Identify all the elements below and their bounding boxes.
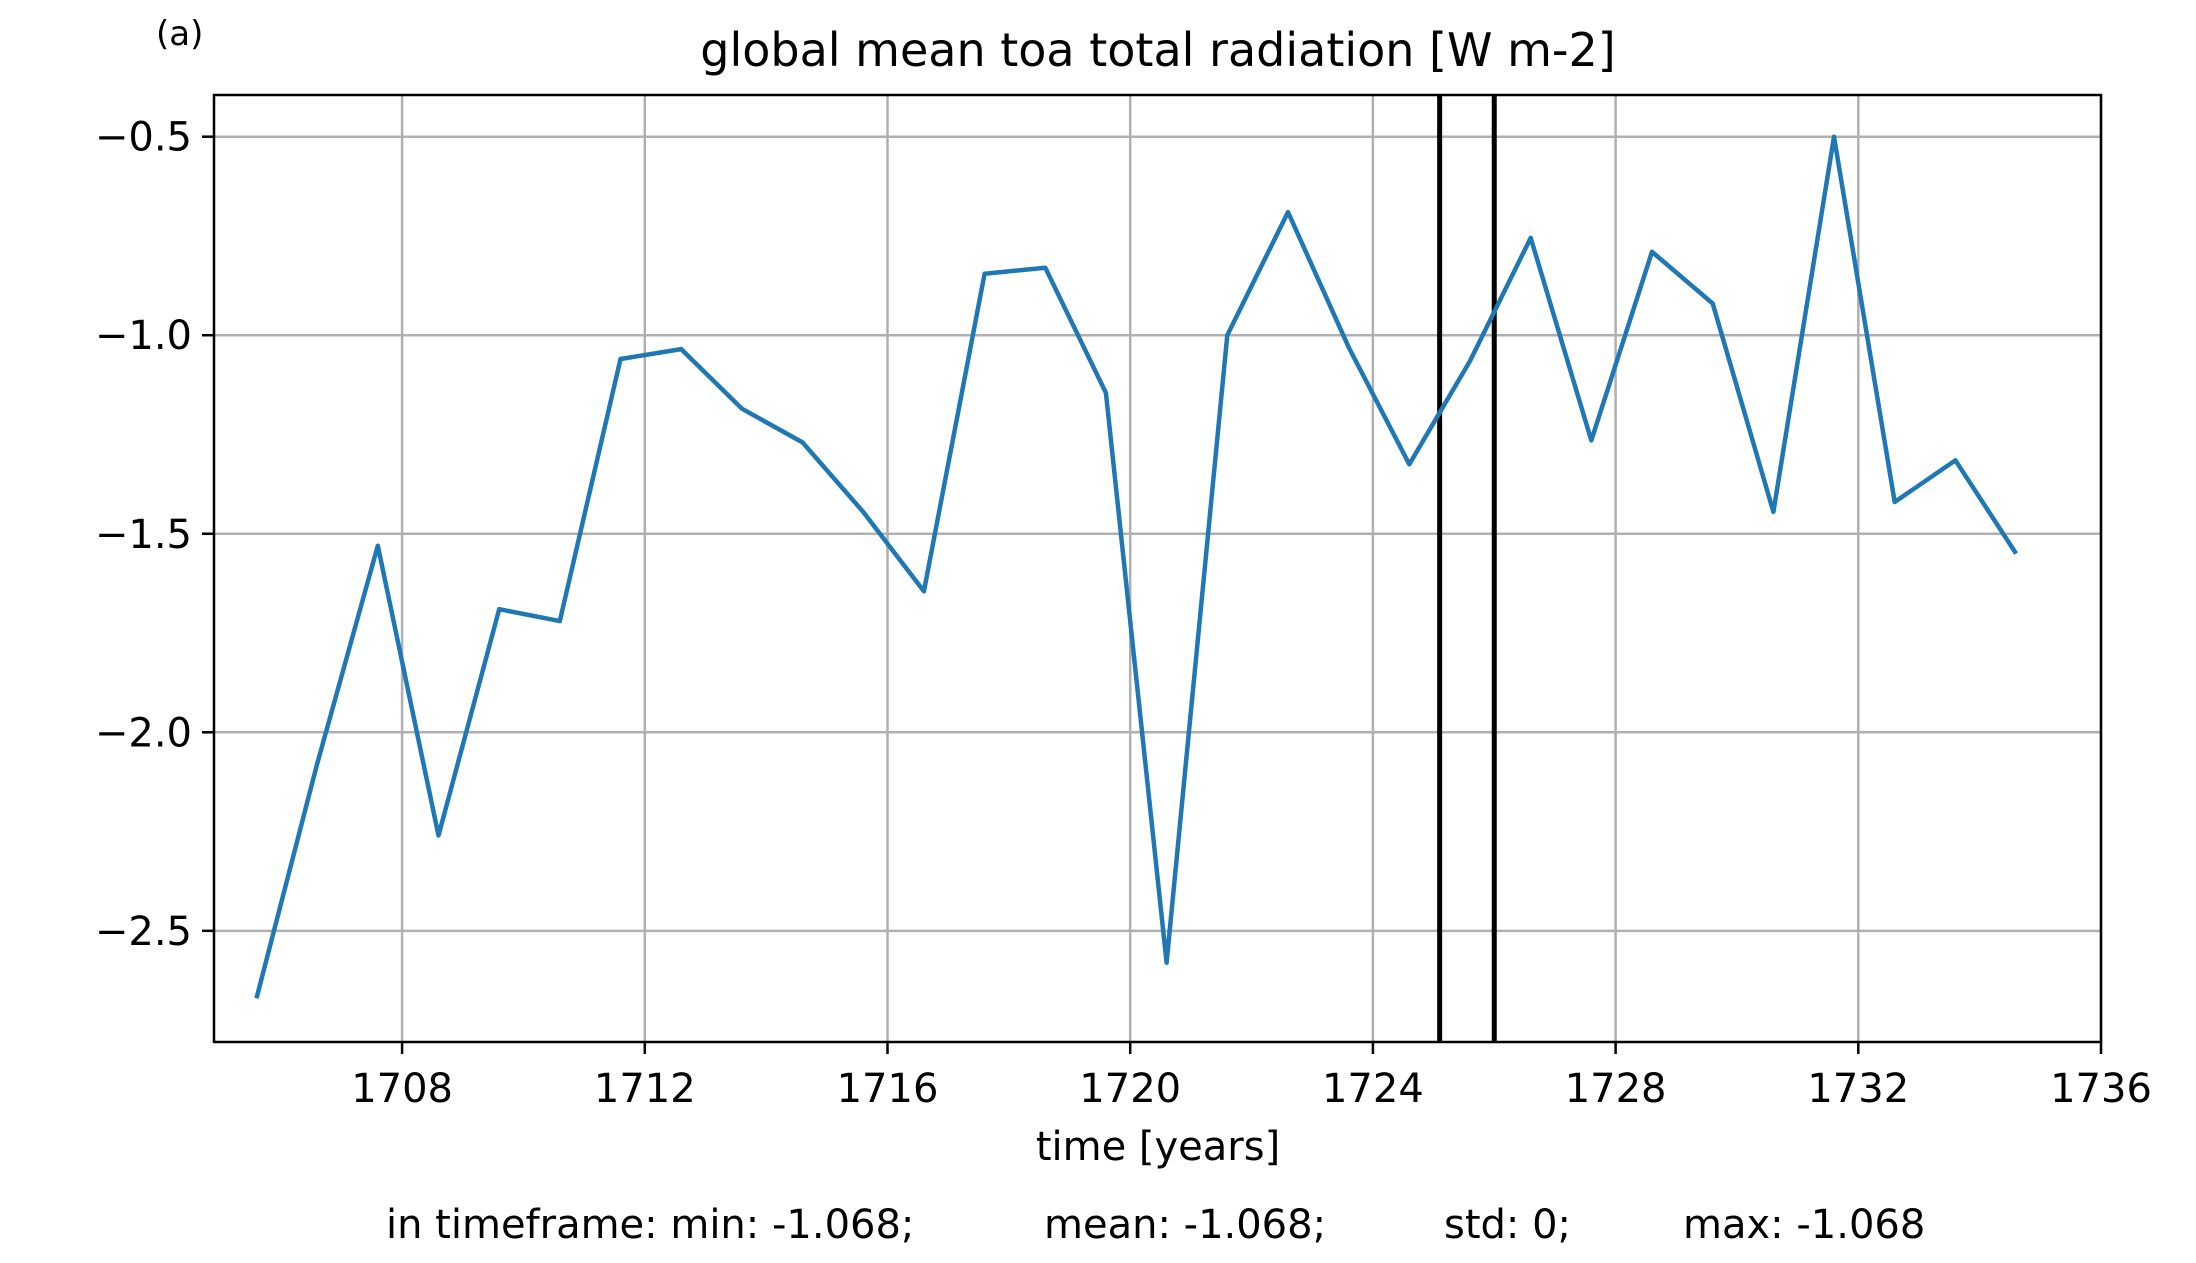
x-axis: 1708 1712 1716 1720 1724 1728 1732 1736 xyxy=(351,1042,2152,1112)
y-tick-label: −1.0 xyxy=(95,313,192,359)
stat-max: max: -1.068 xyxy=(1683,1202,1926,1248)
x-tick-label: 1716 xyxy=(837,1066,939,1112)
stat-min: in timeframe: min: -1.068; xyxy=(386,1202,915,1248)
x-tick-label: 1712 xyxy=(594,1066,696,1112)
y-tick-label: −0.5 xyxy=(95,115,192,161)
x-tick-label: 1728 xyxy=(1565,1066,1667,1112)
stat-std: std: 0; xyxy=(1444,1202,1572,1248)
x-tick-label: 1724 xyxy=(1322,1066,1424,1112)
x-tick-label: 1736 xyxy=(2050,1066,2152,1112)
y-tick-label: −2.0 xyxy=(95,710,192,756)
y-tick-label: −1.5 xyxy=(95,512,192,558)
vertical-markers xyxy=(1437,95,1497,1042)
panel-label: (a) xyxy=(156,14,204,54)
x-tick-label: 1732 xyxy=(1807,1066,1909,1112)
stat-mean: mean: -1.068; xyxy=(1044,1202,1327,1248)
y-tick-label: −2.5 xyxy=(95,909,192,955)
x-tick-label: 1708 xyxy=(351,1066,453,1112)
chart-title: global mean toa total radiation [W m-2] xyxy=(700,23,1615,77)
x-tick-label: 1720 xyxy=(1079,1066,1181,1112)
x-axis-label: time [years] xyxy=(1036,1124,1280,1170)
y-axis: −0.5 −1.0 −1.5 −2.0 −2.5 xyxy=(95,115,214,955)
series-line xyxy=(254,134,2018,999)
plot-frame xyxy=(212,93,2103,1044)
